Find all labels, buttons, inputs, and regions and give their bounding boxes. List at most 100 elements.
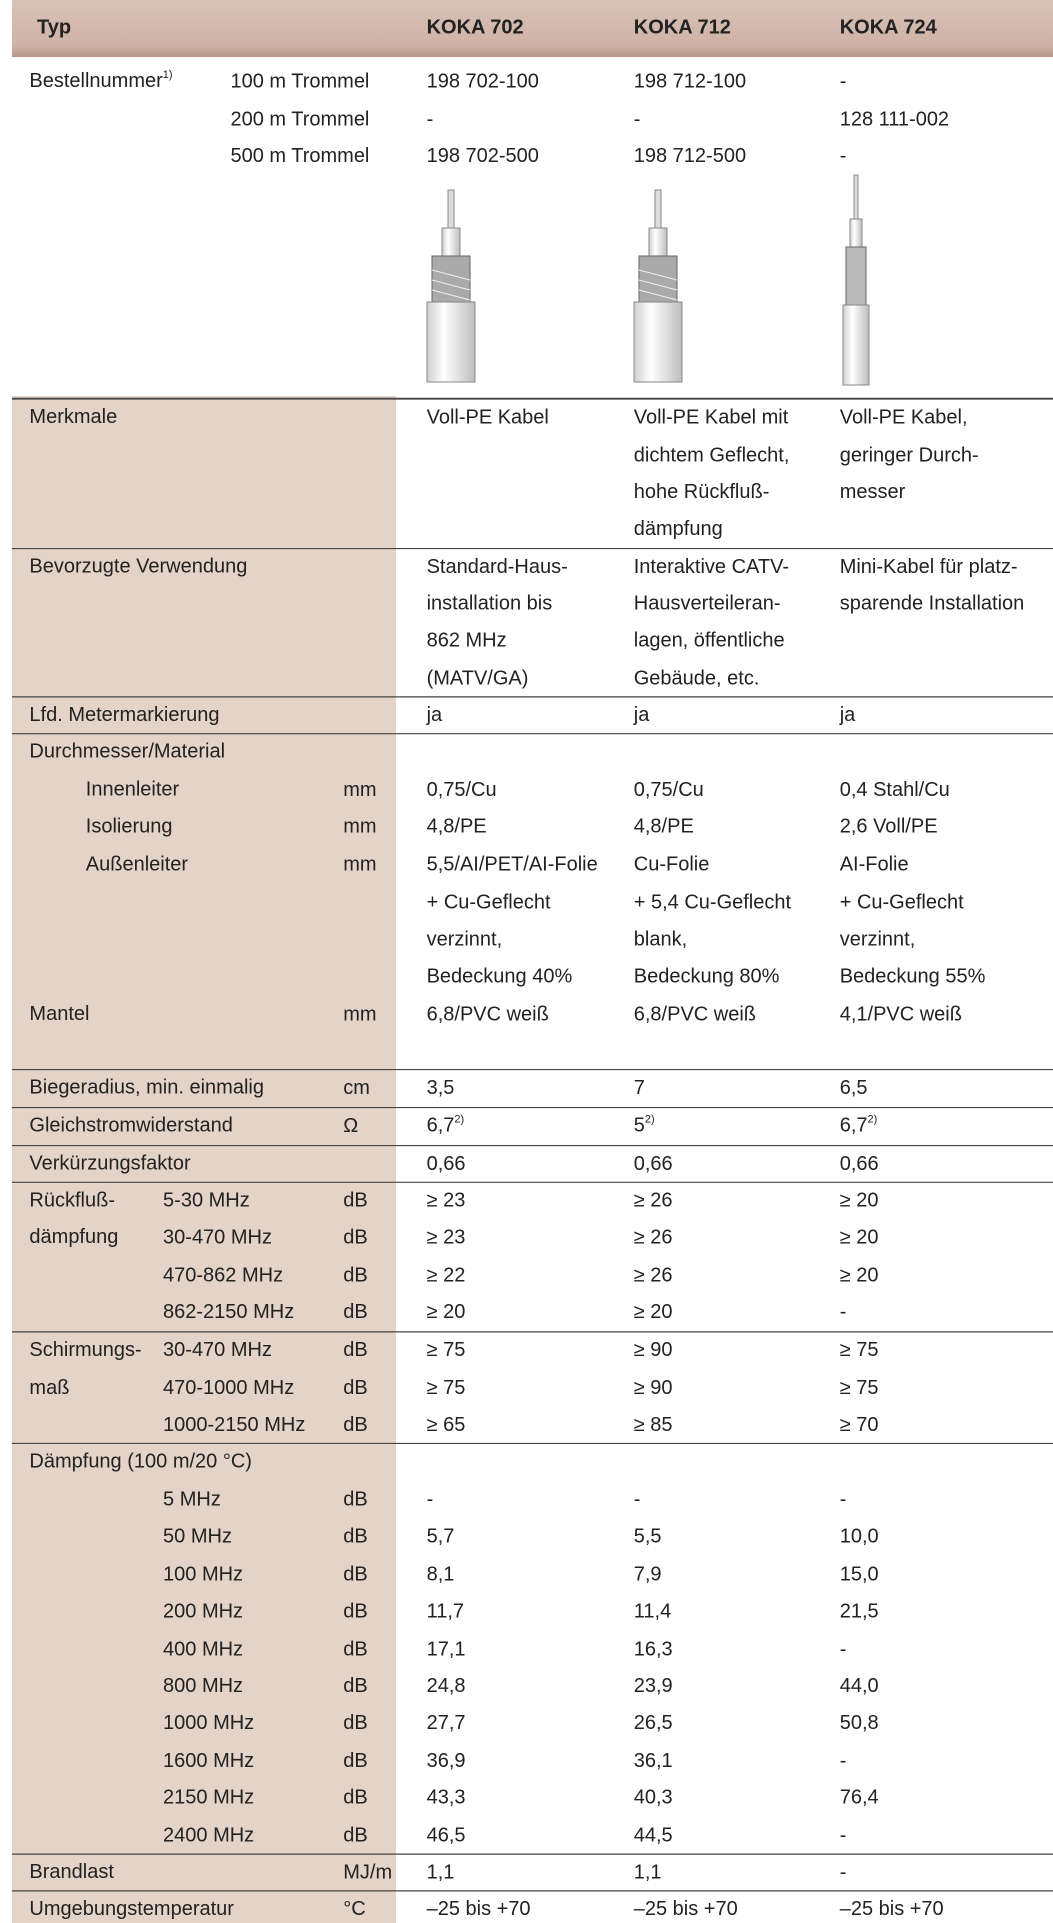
row-unit: dB bbox=[343, 1414, 367, 1436]
cell-value: 11,4 bbox=[634, 1600, 671, 1622]
row-label-text: Innenleiter bbox=[86, 779, 180, 801]
row-label-text: Merkmale bbox=[29, 406, 117, 428]
cell-value: 23,9 bbox=[634, 1675, 673, 1697]
label-shade bbox=[12, 396, 396, 1923]
cell-value: 4,8/PE bbox=[427, 816, 487, 838]
cell-value: ≥ 26 bbox=[634, 1190, 673, 1212]
row-unit: dB bbox=[343, 1750, 367, 1772]
row-sublabel: 30-470 MHz bbox=[163, 1339, 272, 1361]
cell-value: Voll-PE Kabel mit bbox=[634, 406, 789, 428]
cell-text: 6,7 bbox=[427, 1115, 455, 1137]
cell-value: 24,8 bbox=[427, 1675, 466, 1697]
row-label-text: Lfd. Metermarkierung bbox=[29, 704, 219, 726]
cell-value: 198 702-100 bbox=[427, 70, 539, 92]
cell-value: hohe Rückfluß- bbox=[634, 481, 770, 503]
row-label-text: Umgebungstemperatur bbox=[29, 1898, 234, 1920]
cell-value: 7 bbox=[634, 1077, 645, 1099]
row-label: Mantel bbox=[29, 1003, 89, 1025]
cell-value: Bedeckung 40% bbox=[427, 965, 573, 987]
row-label: Verkürzungsfaktor bbox=[29, 1153, 191, 1175]
cell-value: 4,8/PE bbox=[634, 816, 694, 838]
row-unit: Ω bbox=[343, 1115, 358, 1137]
row-label: maß bbox=[29, 1377, 69, 1399]
cell-value: Bedeckung 80% bbox=[634, 965, 780, 987]
row-unit: dB bbox=[343, 1638, 367, 1660]
row-unit: dB bbox=[343, 1712, 367, 1734]
cell-value: ≥ 26 bbox=[634, 1264, 673, 1286]
cell-value: - bbox=[634, 1489, 641, 1511]
cell-value: ≥ 20 bbox=[427, 1301, 466, 1323]
cell-value: 40,3 bbox=[634, 1787, 673, 1809]
cell-value: Interaktive CATV- bbox=[634, 556, 789, 578]
row-label: Innenleiter bbox=[86, 779, 180, 801]
cell-value: 3,5 bbox=[427, 1077, 455, 1099]
cell-value: ≥ 75 bbox=[427, 1339, 466, 1361]
row-sublabel: 2150 MHz bbox=[163, 1787, 254, 1809]
cell-value: 1,1 bbox=[427, 1861, 455, 1883]
cell-value: 0,66 bbox=[634, 1153, 673, 1175]
row-label: Isolierung bbox=[86, 816, 173, 838]
row-label-text: Isolierung bbox=[86, 816, 173, 838]
row-label: Biegeradius, min. einmalig bbox=[29, 1077, 264, 1099]
cell-value: 50,8 bbox=[840, 1712, 879, 1734]
row-unit: dB bbox=[343, 1675, 367, 1697]
row-sublabel: 100 MHz bbox=[163, 1563, 243, 1585]
row-unit: dB bbox=[343, 1825, 367, 1847]
header-bar bbox=[12, 0, 1053, 57]
cell-value: sparende Installation bbox=[840, 593, 1025, 615]
cell-value: ≥ 90 bbox=[634, 1339, 673, 1361]
cell-value: 6,5 bbox=[840, 1077, 868, 1099]
cell-value: 0,75/Cu bbox=[427, 779, 497, 801]
row-unit: dB bbox=[343, 1787, 367, 1809]
cell-value: 2,6 Voll/PE bbox=[840, 816, 938, 838]
cell-value: verzinnt, bbox=[427, 929, 503, 951]
row-label-text: Brandlast bbox=[29, 1861, 114, 1883]
row-sublabel: 470-1000 MHz bbox=[163, 1377, 294, 1399]
cell-value: - bbox=[840, 1301, 847, 1323]
cell-value: 862 MHz bbox=[427, 629, 507, 651]
cell-value: geringer Durch- bbox=[840, 444, 979, 466]
cell-value: ≥ 75 bbox=[840, 1377, 879, 1399]
cell-value: ≥ 85 bbox=[634, 1414, 673, 1436]
row-unit: mm bbox=[343, 1003, 376, 1025]
cell-text: 6,7 bbox=[840, 1115, 868, 1137]
cell-value: 44,5 bbox=[634, 1825, 673, 1847]
cell-value: –25 bis +70 bbox=[840, 1898, 944, 1920]
cell-text: 5 bbox=[634, 1115, 645, 1137]
cell-value: messer bbox=[840, 481, 906, 503]
row-sublabel: 1000-2150 MHz bbox=[163, 1414, 305, 1436]
cell-value: 5,5/AI/PET/AI-Folie bbox=[427, 854, 598, 876]
cell-value: 0,66 bbox=[840, 1153, 879, 1175]
row-sublabel: 2400 MHz bbox=[163, 1825, 254, 1847]
cell-value: Voll-PE Kabel bbox=[427, 406, 549, 428]
cell-value: 76,4 bbox=[840, 1787, 879, 1809]
row-sublabel: 100 m Trommel bbox=[230, 70, 369, 92]
cell-value: ja bbox=[426, 704, 443, 726]
cell-value: Cu-Folie bbox=[634, 854, 710, 876]
cell-value: 7,9 bbox=[634, 1563, 662, 1585]
row-unit: cm bbox=[343, 1077, 370, 1099]
cell-value: (MATV/GA) bbox=[427, 667, 529, 689]
row-sublabel: 1600 MHz bbox=[163, 1750, 254, 1772]
cell-value: - bbox=[427, 108, 434, 130]
cell-value: 5,5 bbox=[634, 1525, 662, 1547]
cell-value: ≥ 65 bbox=[427, 1414, 466, 1436]
cell-value: 26,5 bbox=[634, 1712, 673, 1734]
cell-value: 1,1 bbox=[634, 1861, 662, 1883]
header-column: KOKA 712 bbox=[634, 16, 731, 38]
cell-value: lagen, öffentliche bbox=[634, 629, 785, 651]
cell-value: AI-Folie bbox=[840, 854, 909, 876]
footnote-marker: 1) bbox=[163, 69, 173, 81]
row-unit: °C bbox=[343, 1898, 365, 1920]
row-label-text: dämpfung bbox=[29, 1226, 118, 1248]
cell-value: Voll-PE Kabel, bbox=[840, 406, 968, 428]
row-label: Brandlast bbox=[29, 1861, 114, 1883]
cell-value: 52) bbox=[634, 1113, 655, 1136]
row-sublabel: 862-2150 MHz bbox=[163, 1301, 294, 1323]
row-label: Rückfluß- bbox=[29, 1190, 115, 1212]
row-label: Durchmesser/Material bbox=[29, 741, 225, 763]
cell-value: verzinnt, bbox=[840, 929, 916, 951]
cell-value: 4,1/PVC weiß bbox=[840, 1003, 962, 1025]
row-unit: mm bbox=[343, 779, 376, 801]
